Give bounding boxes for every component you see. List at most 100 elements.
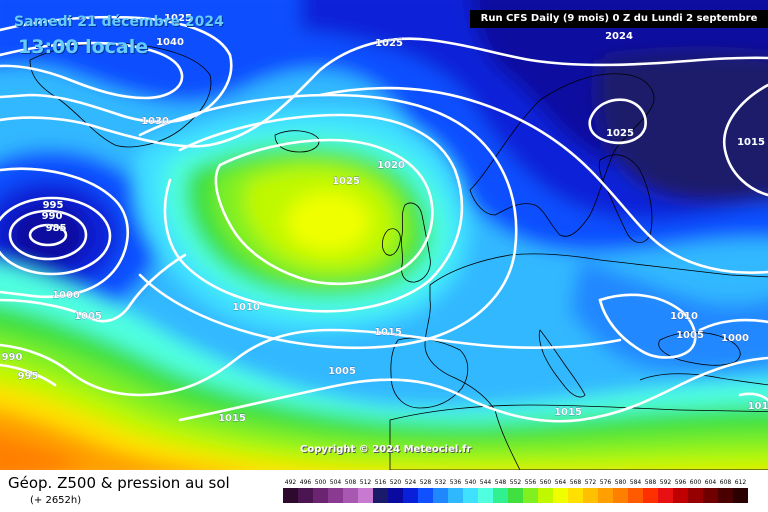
legend-item: 568 (568, 478, 583, 503)
legend-label: 544 (479, 479, 492, 486)
legend-swatch (583, 488, 598, 503)
legend-item: 580 (613, 478, 628, 503)
footer-title: Géop. Z500 & pression au sol (8, 474, 230, 492)
legend-swatch (463, 488, 478, 503)
isobars (0, 15, 768, 423)
legend-swatch (733, 488, 748, 503)
copyright-notice: Copyright © 2024 Meteociel.fr (300, 444, 472, 455)
isobar-label: 1015 (737, 137, 765, 148)
legend-item: 552 (508, 478, 523, 503)
legend-item: 592 (658, 478, 673, 503)
legend-label: 584 (629, 479, 642, 486)
legend-item: 596 (673, 478, 688, 503)
legend-label: 532 (434, 479, 447, 486)
legend-label: 596 (674, 479, 687, 486)
legend-swatch (598, 488, 613, 503)
legend-swatch (403, 488, 418, 503)
legend-swatch (328, 488, 343, 503)
legend-item: 544 (478, 478, 493, 503)
legend-item: 584 (628, 478, 643, 503)
legend-swatch (553, 488, 568, 503)
legend-label: 564 (554, 479, 567, 486)
legend-label: 516 (374, 479, 387, 486)
legend-item: 564 (553, 478, 568, 503)
color-scale-legend: 492 496 500 504 508 512 516 520 524 528 532 536 540 5… (283, 478, 751, 506)
legend-item: 496 (298, 478, 313, 503)
legend-label: 504 (329, 479, 342, 486)
forecast-date: Samedi 21 décembre 2024 (14, 14, 224, 30)
legend-swatch (658, 488, 673, 503)
isobar-label: 1010 (232, 302, 260, 313)
isobar-label: 1000 (52, 290, 80, 301)
legend-swatch (523, 488, 538, 503)
legend-item: 560 (538, 478, 553, 503)
legend-item: 540 (463, 478, 478, 503)
legend-label: 536 (449, 479, 462, 486)
legend-item: 604 (703, 478, 718, 503)
legend-label: 548 (494, 479, 507, 486)
legend-item: 612 (733, 478, 748, 503)
legend-label: 492 (284, 479, 297, 486)
isobar-label: 990 (42, 211, 63, 222)
legend-swatch (298, 488, 313, 503)
legend-label: 568 (569, 479, 582, 486)
isobar-label: 1025 (606, 128, 634, 139)
isobar-label: 1015 (218, 413, 246, 424)
legend-label: 512 (359, 479, 372, 486)
legend-swatch (718, 488, 733, 503)
isobar-label: 1030 (141, 116, 169, 127)
legend-item: 556 (523, 478, 538, 503)
forecast-time: 13:00 locale (18, 36, 149, 58)
legend-item: 524 (403, 478, 418, 503)
legend-label: 572 (584, 479, 597, 486)
legend-label: 508 (344, 479, 357, 486)
legend-label: 600 (689, 479, 702, 486)
isobar-label: 1010 (670, 311, 698, 322)
isobar-label: 995 (43, 200, 64, 211)
legend-item: 548 (493, 478, 508, 503)
isobar-label: 985 (46, 223, 67, 234)
legend-label: 604 (704, 479, 717, 486)
legend-item: 520 (388, 478, 403, 503)
isobar-label: 1015 (554, 407, 582, 418)
legend-label: 528 (419, 479, 432, 486)
legend-swatch (493, 488, 508, 503)
legend-swatch (568, 488, 583, 503)
legend-item: 608 (718, 478, 733, 503)
legend-item: 588 (643, 478, 658, 503)
legend-item: 572 (583, 478, 598, 503)
legend-label: 540 (464, 479, 477, 486)
legend-item: 516 (373, 478, 388, 503)
legend-swatch (673, 488, 688, 503)
legend-label: 612 (734, 479, 747, 486)
legend-item: 492 (283, 478, 298, 503)
legend-item: 576 (598, 478, 613, 503)
isobar-label: 1025 (164, 13, 192, 24)
legend-label: 580 (614, 479, 627, 486)
isobar-label: 1005 (328, 366, 356, 377)
legend-item: 528 (418, 478, 433, 503)
legend-swatch (538, 488, 553, 503)
isobar-label: 101 (748, 401, 768, 412)
legend-swatch (613, 488, 628, 503)
legend-swatch (283, 488, 298, 503)
coastlines (29, 42, 768, 470)
legend-label: 608 (719, 479, 732, 486)
isobar-label: 1025 (332, 176, 360, 187)
legend-swatch (433, 488, 448, 503)
legend-item: 500 (313, 478, 328, 503)
legend-swatch (628, 488, 643, 503)
legend-swatch (688, 488, 703, 503)
isobar-label: 1015 (374, 327, 402, 338)
isobar-label: 1040 (156, 37, 184, 48)
legend-swatch (448, 488, 463, 503)
legend-label: 556 (524, 479, 537, 486)
isobar-label: 1005 (74, 311, 102, 322)
legend-label: 576 (599, 479, 612, 486)
isobar-label: 990 (2, 352, 23, 363)
legend-item: 536 (448, 478, 463, 503)
isobar-label: 1000 (721, 333, 749, 344)
